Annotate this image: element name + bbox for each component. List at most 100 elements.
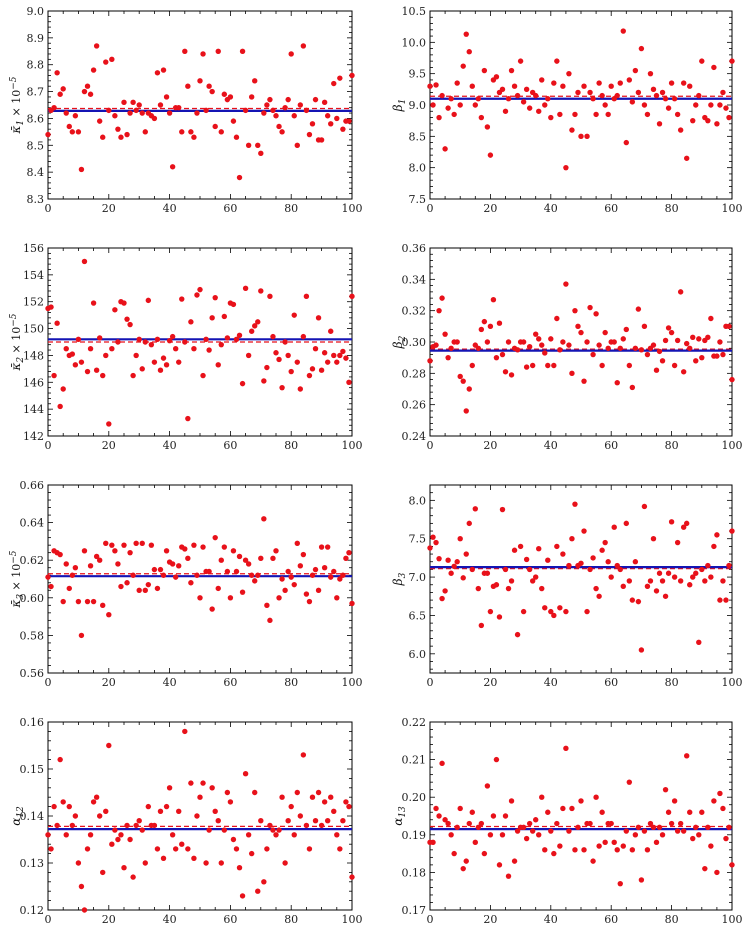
- data-point: [169, 333, 176, 340]
- x-tick-label: 0: [427, 676, 434, 689]
- data-point: [87, 346, 94, 352]
- data-point: [109, 841, 115, 847]
- data-point: [427, 83, 433, 89]
- data-point: [78, 166, 85, 173]
- data-point: [614, 380, 620, 386]
- data-point: [629, 847, 636, 853]
- data-point: [668, 519, 675, 525]
- data-point: [569, 805, 575, 812]
- data-point: [337, 75, 343, 81]
- data-point: [84, 846, 91, 852]
- data-point: [209, 606, 215, 612]
- data-point: [563, 281, 569, 287]
- data-point: [496, 862, 503, 868]
- data-point: [63, 346, 69, 352]
- data-point: [75, 129, 82, 135]
- data-point: [696, 832, 702, 838]
- data-point: [324, 544, 331, 550]
- data-point: [629, 99, 636, 105]
- data-point: [436, 813, 442, 819]
- data-point: [318, 367, 325, 373]
- data-point: [493, 756, 500, 763]
- data-point: [115, 126, 121, 132]
- data-point: [557, 605, 563, 611]
- data-point: [436, 114, 442, 121]
- data-point: [185, 555, 191, 562]
- data-point: [166, 110, 173, 116]
- data-point: [665, 809, 672, 815]
- data-point: [334, 359, 340, 365]
- data-point: [176, 104, 182, 111]
- data-point: [439, 92, 445, 99]
- data-point: [261, 110, 267, 116]
- panel-kappa2: 0 20 40 60 80 100 142 144 146 148 150 152 154 156 κ̄2 …: [9, 242, 363, 452]
- y-tick-label: 0.26: [402, 399, 427, 412]
- data-point: [460, 378, 466, 384]
- x-tick-label: 40: [163, 676, 177, 689]
- data-point: [194, 813, 200, 819]
- data-point: [514, 347, 521, 353]
- data-point: [282, 860, 288, 866]
- data-point: [478, 326, 485, 333]
- data-point: [142, 339, 148, 345]
- data-point: [560, 805, 566, 812]
- data-point: [142, 129, 148, 135]
- data-point: [200, 544, 206, 550]
- data-point: [533, 574, 539, 580]
- data-point: [133, 822, 139, 829]
- data-point: [581, 847, 587, 853]
- data-point: [255, 319, 261, 325]
- data-point: [203, 107, 209, 114]
- data-point: [581, 378, 587, 384]
- data-point: [239, 380, 246, 387]
- data-point: [680, 369, 687, 375]
- data-point: [674, 828, 681, 834]
- data-point: [224, 335, 231, 341]
- data-point: [124, 131, 130, 138]
- data-point: [665, 105, 672, 111]
- data-point: [93, 367, 100, 373]
- data-point: [224, 568, 231, 575]
- data-point: [656, 570, 663, 576]
- data-point: [475, 824, 482, 830]
- data-point: [584, 133, 590, 140]
- data-point: [542, 605, 548, 611]
- data-point: [511, 547, 518, 553]
- y-tick-label: 9.0: [27, 5, 45, 18]
- x-tick-label: 80: [665, 202, 679, 215]
- data-point: [233, 568, 240, 575]
- data-point: [563, 164, 569, 171]
- data-point: [221, 91, 228, 97]
- data-point: [729, 528, 735, 534]
- data-point: [157, 566, 164, 573]
- data-point: [726, 114, 732, 121]
- y-tick-label: 0.22: [402, 716, 427, 729]
- data-point: [324, 818, 331, 824]
- data-point: [539, 342, 545, 348]
- data-point: [526, 820, 533, 827]
- data-point: [650, 342, 657, 348]
- data-point: [729, 862, 735, 868]
- y-tick-label: 8.6: [27, 112, 45, 125]
- panel-alpha12: 0 20 40 60 80 100 0.12 0.13 0.14 0.15 0.16 α12: [9, 716, 363, 926]
- data-point: [72, 113, 79, 119]
- data-point: [157, 102, 164, 108]
- data-point: [258, 288, 264, 294]
- data-point: [536, 832, 542, 838]
- x-tick-label: 60: [604, 913, 618, 926]
- data-point: [481, 318, 488, 325]
- data-point: [343, 355, 349, 361]
- data-point: [508, 67, 515, 74]
- data-point: [690, 334, 696, 340]
- data-point: [542, 102, 548, 108]
- data-point: [273, 113, 279, 119]
- data-point: [318, 544, 325, 550]
- data-point: [248, 94, 255, 100]
- data-point: [121, 300, 127, 306]
- data-point: [511, 83, 518, 89]
- data-point: [270, 333, 276, 340]
- y-tick-label: 0.16: [20, 716, 45, 729]
- data-point: [206, 347, 212, 353]
- data-point: [472, 839, 478, 846]
- data-point: [569, 536, 575, 542]
